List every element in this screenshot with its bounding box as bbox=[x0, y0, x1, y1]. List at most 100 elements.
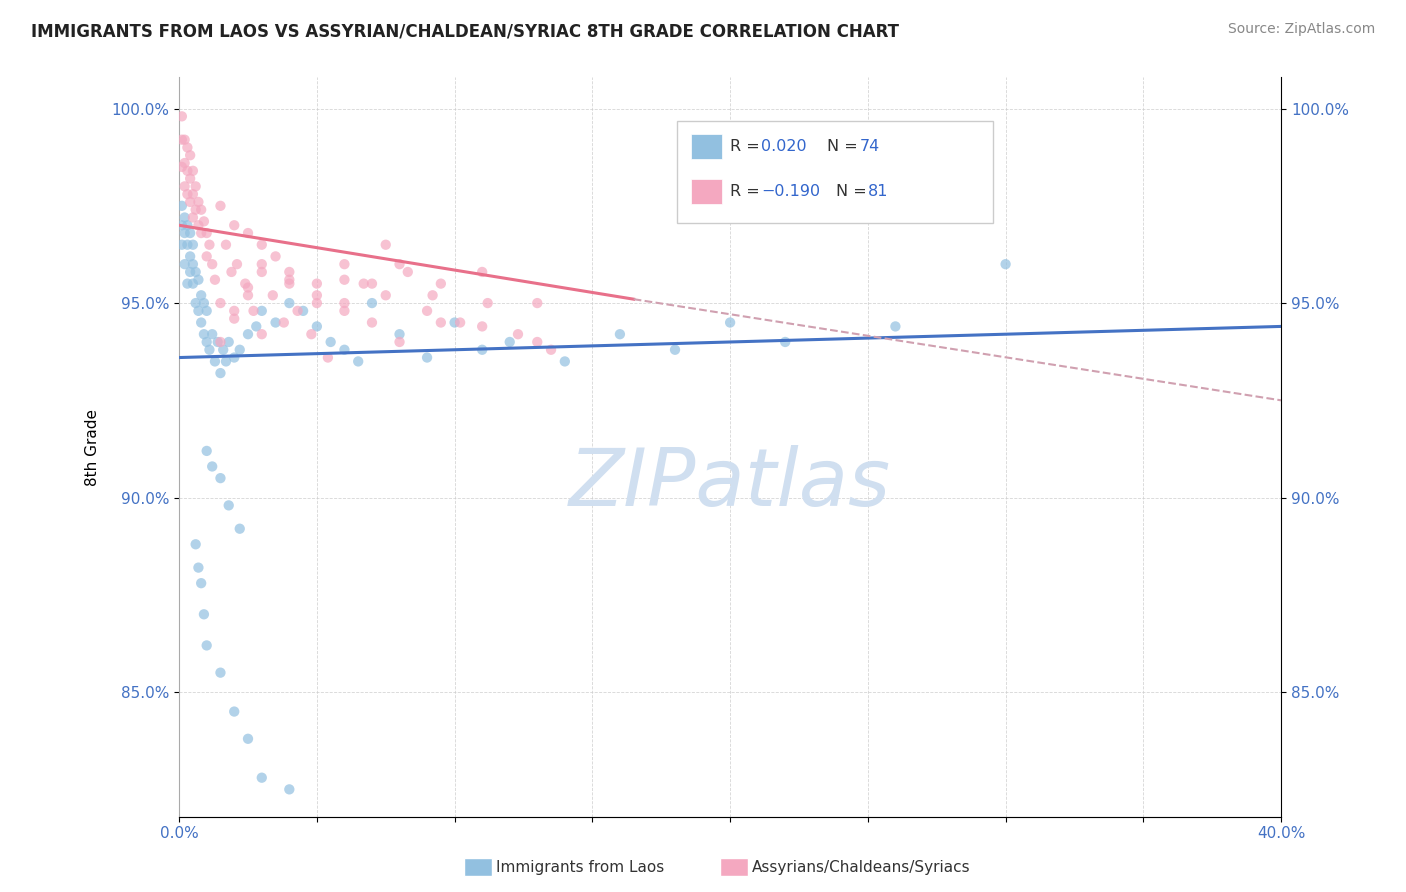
Point bbox=[176, 163, 198, 178]
Point bbox=[273, 316, 295, 330]
Point bbox=[170, 237, 193, 252]
Point bbox=[184, 202, 207, 217]
Point bbox=[179, 249, 201, 263]
Point bbox=[305, 288, 328, 302]
Point bbox=[173, 179, 195, 194]
Point bbox=[209, 296, 232, 310]
Point bbox=[388, 257, 411, 271]
Text: ZIPatlas: ZIPatlas bbox=[569, 445, 891, 523]
Point bbox=[242, 303, 264, 318]
Point bbox=[278, 782, 301, 797]
Text: R =: R = bbox=[731, 139, 765, 154]
Point bbox=[299, 327, 322, 342]
Point bbox=[374, 237, 396, 252]
Point bbox=[305, 296, 328, 310]
Point bbox=[173, 156, 195, 170]
Point bbox=[184, 537, 207, 551]
Point bbox=[176, 237, 198, 252]
Point bbox=[430, 316, 453, 330]
Text: N =: N = bbox=[835, 184, 872, 199]
Point bbox=[361, 296, 384, 310]
Text: −0.190: −0.190 bbox=[762, 184, 821, 199]
Point bbox=[416, 303, 439, 318]
Point bbox=[193, 214, 215, 228]
Point bbox=[250, 237, 273, 252]
Point bbox=[170, 219, 193, 233]
Point bbox=[374, 288, 396, 302]
Point bbox=[170, 109, 193, 123]
Point bbox=[187, 273, 209, 287]
Point bbox=[193, 607, 215, 622]
Point bbox=[195, 303, 218, 318]
Point bbox=[443, 316, 465, 330]
Point bbox=[224, 351, 246, 365]
Point bbox=[179, 194, 201, 209]
Point bbox=[190, 202, 212, 217]
Text: 0.020: 0.020 bbox=[762, 139, 807, 154]
Point bbox=[226, 257, 249, 271]
Point bbox=[361, 277, 384, 291]
Text: Assyrians/Chaldeans/Syriacs: Assyrians/Chaldeans/Syriacs bbox=[752, 860, 970, 874]
Point bbox=[181, 163, 204, 178]
Point bbox=[215, 354, 238, 368]
Point bbox=[221, 265, 243, 279]
Point bbox=[190, 316, 212, 330]
Point bbox=[195, 444, 218, 458]
Point bbox=[333, 343, 356, 357]
Point bbox=[471, 265, 494, 279]
Point bbox=[195, 639, 218, 653]
Point bbox=[176, 140, 198, 154]
Point bbox=[201, 459, 224, 474]
Point bbox=[176, 187, 198, 202]
Point bbox=[278, 273, 301, 287]
Point bbox=[773, 334, 796, 349]
Text: N =: N = bbox=[827, 139, 863, 154]
Text: IMMIGRANTS FROM LAOS VS ASSYRIAN/CHALDEAN/SYRIAC 8TH GRADE CORRELATION CHART: IMMIGRANTS FROM LAOS VS ASSYRIAN/CHALDEA… bbox=[31, 22, 898, 40]
Point bbox=[195, 249, 218, 263]
Point bbox=[209, 665, 232, 680]
Point bbox=[361, 316, 384, 330]
Point bbox=[179, 226, 201, 240]
Point bbox=[718, 316, 741, 330]
Point bbox=[278, 265, 301, 279]
Point bbox=[416, 351, 439, 365]
Point bbox=[449, 316, 471, 330]
Point bbox=[245, 319, 267, 334]
Text: R =: R = bbox=[731, 184, 765, 199]
Text: 81: 81 bbox=[869, 184, 889, 199]
Point bbox=[173, 257, 195, 271]
Point bbox=[187, 219, 209, 233]
Point bbox=[264, 249, 287, 263]
Point bbox=[224, 705, 246, 719]
Point bbox=[884, 319, 907, 334]
Point bbox=[204, 354, 226, 368]
Point bbox=[994, 257, 1017, 271]
Point bbox=[333, 296, 356, 310]
Point bbox=[193, 296, 215, 310]
Point bbox=[170, 133, 193, 147]
Point bbox=[319, 334, 342, 349]
Y-axis label: 8th Grade: 8th Grade bbox=[86, 409, 100, 485]
Point bbox=[187, 560, 209, 574]
Point bbox=[526, 296, 548, 310]
Point bbox=[333, 273, 356, 287]
Point bbox=[278, 296, 301, 310]
Point bbox=[187, 194, 209, 209]
Point bbox=[209, 471, 232, 485]
Text: Source: ZipAtlas.com: Source: ZipAtlas.com bbox=[1227, 22, 1375, 37]
Point bbox=[499, 334, 522, 349]
Point bbox=[233, 277, 256, 291]
Point bbox=[181, 257, 204, 271]
Point bbox=[250, 771, 273, 785]
Point bbox=[430, 277, 453, 291]
Point bbox=[201, 327, 224, 342]
Point bbox=[554, 354, 576, 368]
Point bbox=[396, 265, 419, 279]
Point bbox=[236, 731, 259, 746]
Point bbox=[477, 296, 499, 310]
Point bbox=[224, 311, 246, 326]
Point bbox=[250, 303, 273, 318]
Point bbox=[224, 219, 246, 233]
Point bbox=[218, 499, 240, 513]
Point bbox=[333, 257, 356, 271]
